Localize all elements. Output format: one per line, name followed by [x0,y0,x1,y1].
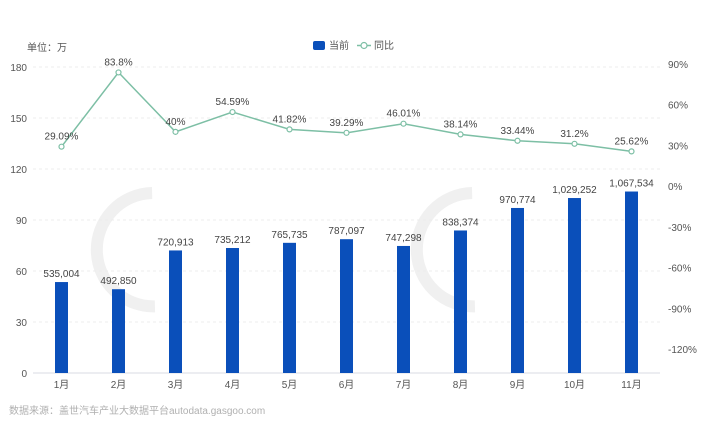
legend-line-label: 同比 [374,40,394,52]
line-point [457,131,464,138]
line-label: 83.8% [104,57,132,68]
line-point [229,108,236,116]
watermark-logo [410,187,476,313]
line-label: 39.29% [330,118,364,129]
line-point [400,120,407,127]
line-point [343,129,350,136]
x-axis-tick: 3月 [168,379,184,391]
left-axis-tick: 180 [10,63,27,74]
bar [625,191,638,373]
line-label: 29.09% [45,132,79,143]
legend-bar-label: 当前 [329,39,349,52]
bar-label: 720,913 [157,237,194,248]
x-axis-tick: 1月 [54,379,70,391]
line-label: 31.2% [560,129,588,140]
line-point [628,148,635,155]
bar [511,207,524,373]
bar [55,282,68,373]
line-point [58,143,65,150]
right-axis-tick: -90% [668,304,691,315]
line-point [571,140,578,147]
line-label: 25.62% [615,136,649,147]
source-note: 数据来源：盖世汽车产业大数据平台autodata.gasgoo.com [9,406,266,417]
right-axis-tick: 30% [668,141,688,152]
bar-label: 765,735 [271,230,308,241]
right-axis-tick: -120% [668,345,697,356]
bar-label: 970,774 [499,195,536,206]
line-label: 46.01% [387,109,421,120]
x-axis-tick: 2月 [111,379,127,391]
x-axis-tick: 11月 [621,379,641,391]
x-axis-tick: 7月 [396,379,412,391]
bar [226,248,239,373]
x-axis-tick: 8月 [453,379,469,391]
line-label: 41.82% [273,114,307,125]
left-axis-tick: 60 [16,267,28,278]
legend-line-marker [360,41,368,50]
x-axis-tick: 10月 [564,379,585,391]
bar [340,239,353,373]
bar [283,242,296,373]
unit-label: 单位：万 [27,41,67,54]
bar [112,289,125,373]
left-axis-tick: 90 [16,216,28,227]
line-series [60,71,632,153]
bar [169,250,182,373]
bar-label: 747,298 [385,233,422,244]
right-axis-tick: -60% [668,264,691,275]
right-axis-tick: 60% [668,101,688,112]
bar-label: 787,097 [328,226,365,237]
line-label: 33.44% [501,126,535,137]
line-point [115,69,122,76]
bar-label: 1,067,534 [609,179,654,190]
x-axis-tick: 4月 [225,379,241,391]
left-axis-tick: 120 [10,165,27,176]
bar-label: 492,850 [100,276,137,287]
line-point [172,128,179,135]
line-point [286,126,293,133]
bar-label: 735,212 [214,235,251,246]
line-point [514,137,521,144]
left-axis-tick: 150 [10,114,27,125]
x-axis-tick: 5月 [282,379,298,391]
bar-label: 535,004 [43,269,80,280]
line-label: 40% [165,117,185,128]
left-axis-tick: 0 [21,369,27,380]
legend-bar-icon [313,41,325,50]
bar [568,198,581,373]
bar [454,230,467,373]
right-axis-tick: 90% [668,60,688,71]
x-axis-tick: 9月 [510,379,526,391]
bar [397,245,410,373]
line-label: 38.14% [444,119,478,130]
line-label: 54.59% [216,97,250,108]
x-axis-tick: 6月 [339,379,355,391]
bar-label: 838,374 [442,217,479,228]
right-axis-tick: 0% [668,182,683,193]
left-axis-tick: 30 [16,318,28,329]
right-axis-tick: -30% [668,223,691,234]
watermark-logo [90,187,156,313]
bar-label: 1,029,252 [552,185,597,196]
